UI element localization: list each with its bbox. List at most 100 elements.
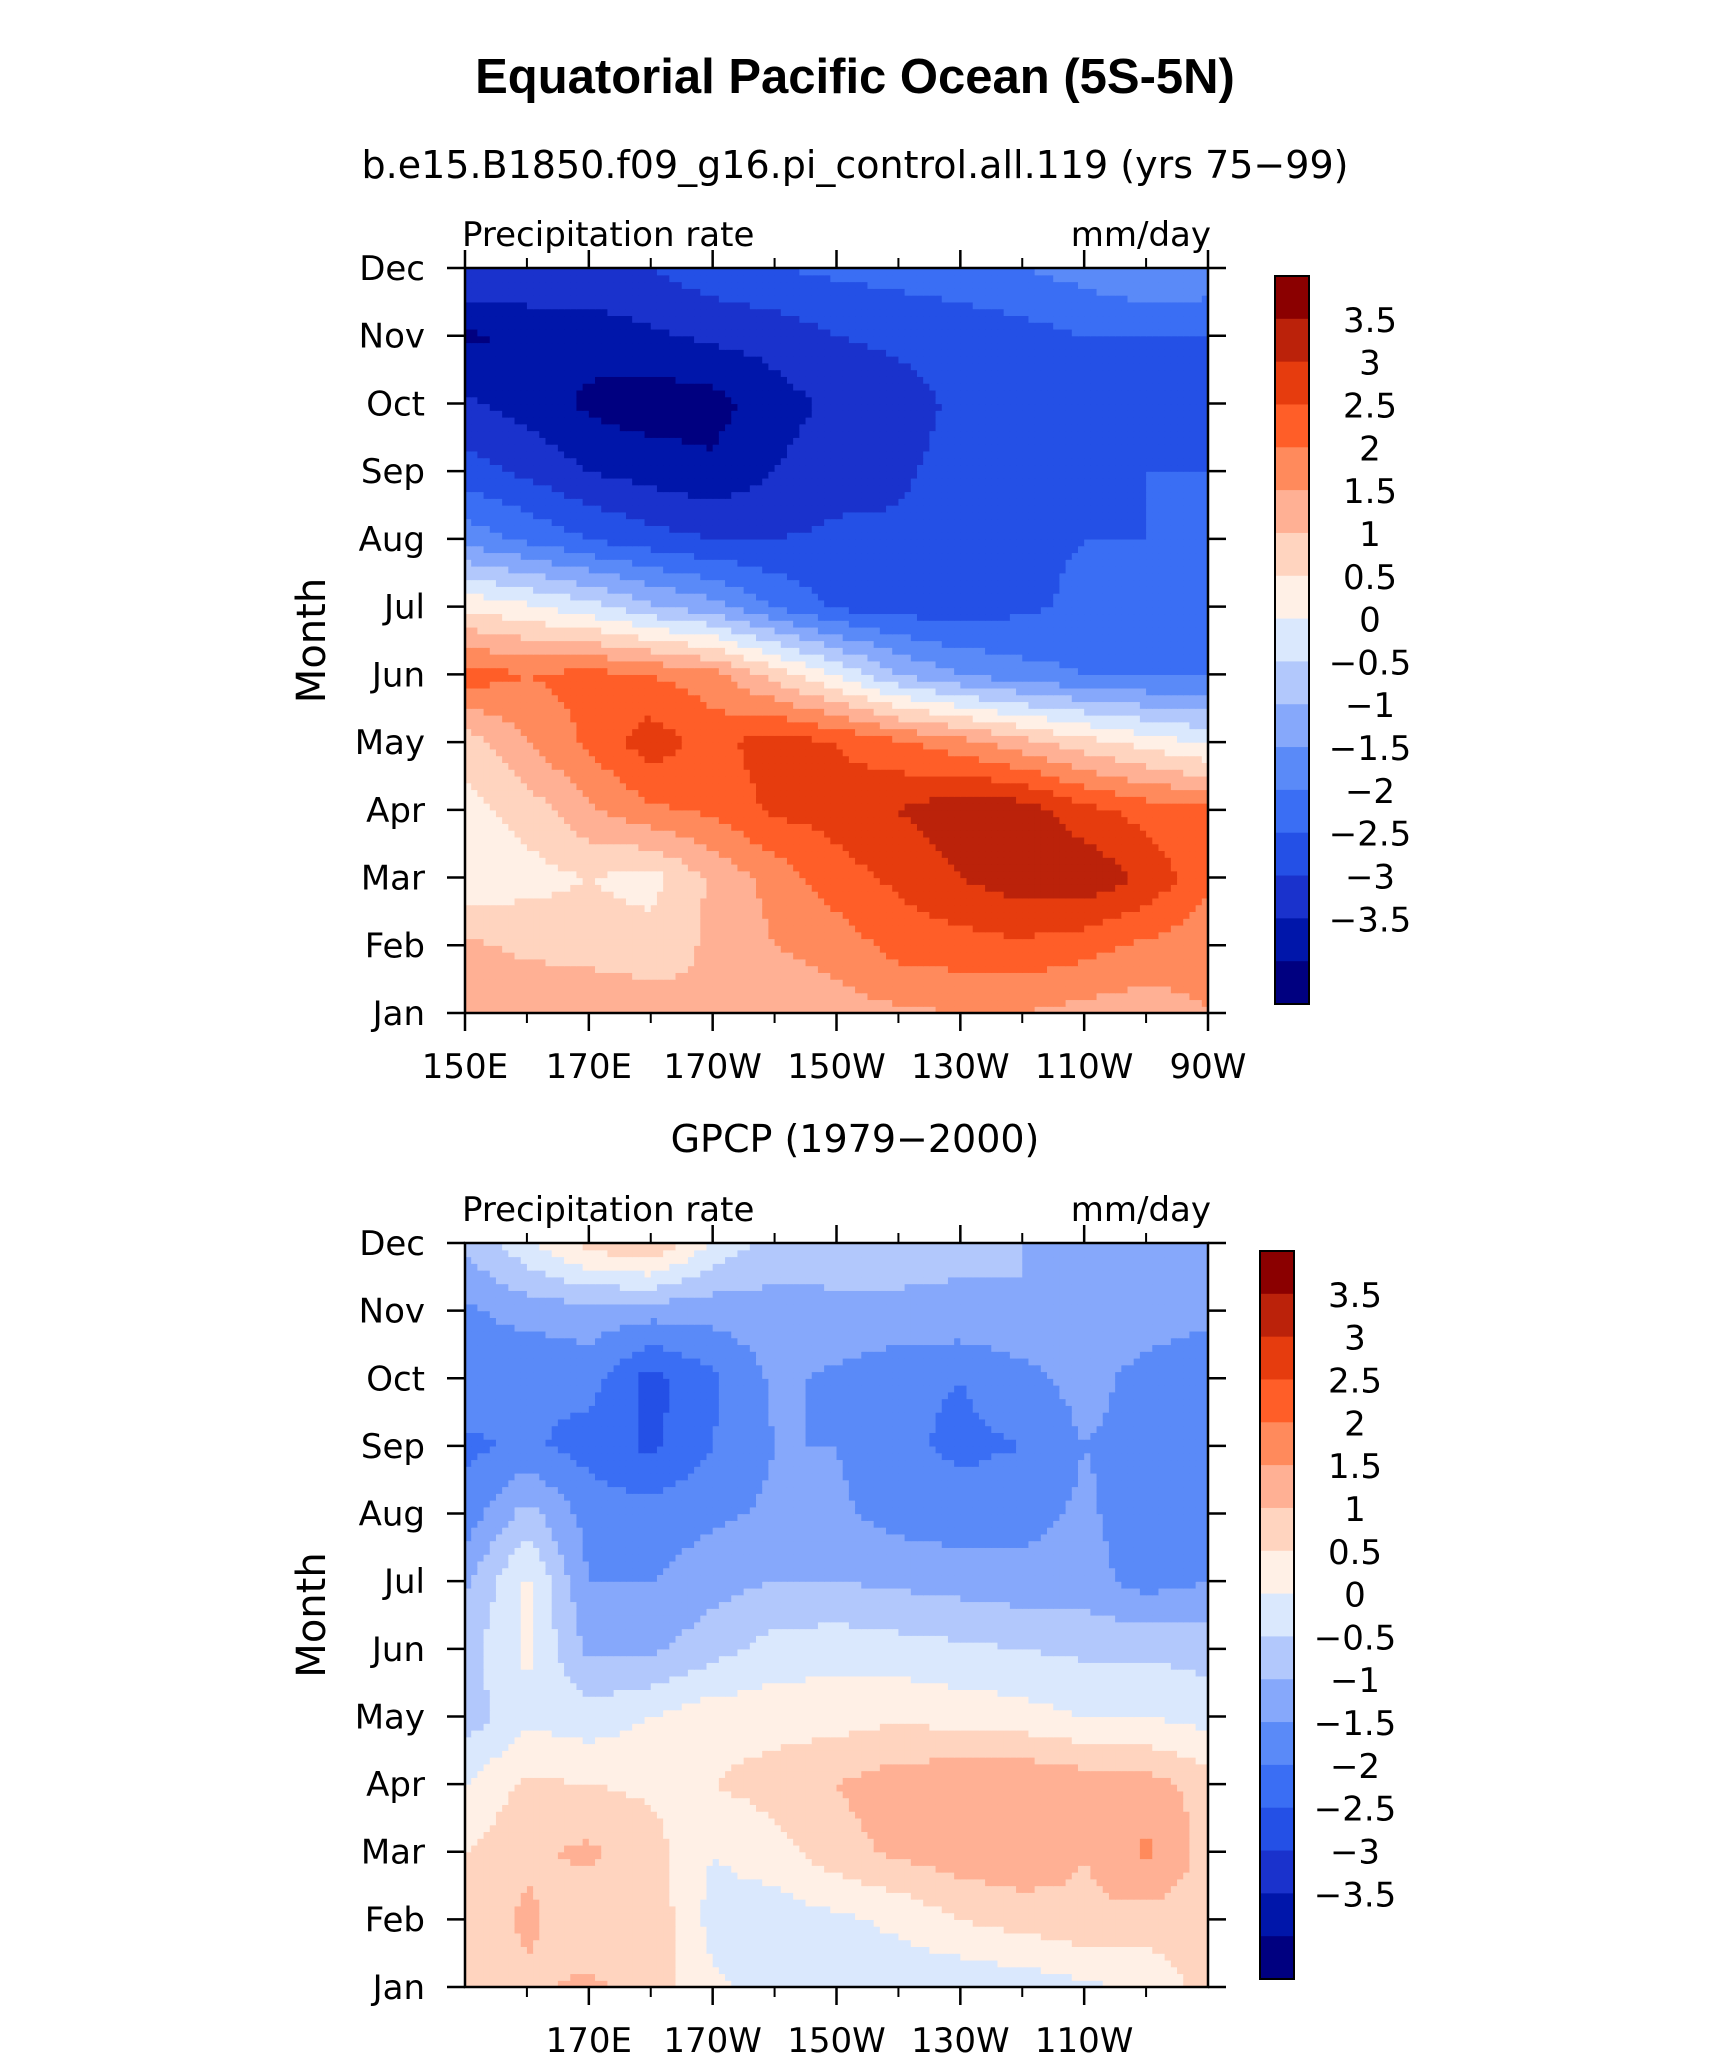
heatmap-cell	[762, 769, 769, 777]
heatmap-cell	[799, 836, 807, 845]
heatmap-cell	[675, 755, 683, 764]
heatmap-cell	[502, 911, 509, 919]
heatmap-cell	[1077, 904, 1085, 913]
heatmap-cell	[588, 877, 596, 885]
heatmap-cell	[737, 979, 745, 987]
heatmap-cell	[830, 985, 838, 994]
heatmap-cell	[681, 985, 689, 994]
heatmap-cell	[786, 992, 794, 1001]
heatmap-cell	[533, 870, 540, 879]
heatmap-cell	[873, 748, 881, 757]
heatmap-cell	[780, 803, 788, 811]
heatmap-cell	[1127, 857, 1135, 865]
heatmap-cell	[762, 843, 769, 852]
heatmap-cell	[985, 1006, 992, 1013]
heatmap-cell	[471, 945, 478, 953]
heatmap-cell	[1016, 945, 1023, 953]
heatmap-cell	[477, 857, 485, 865]
heatmap-cell	[904, 762, 912, 770]
heatmap-cell	[582, 945, 590, 953]
heatmap-cell	[489, 972, 497, 980]
heatmap-cell	[799, 1006, 807, 1013]
heatmap-cell	[520, 742, 528, 750]
heatmap-cell	[619, 992, 627, 1001]
heatmap-cell	[756, 809, 763, 818]
heatmap-cell	[997, 796, 1005, 804]
heatmap-cell	[471, 992, 478, 1001]
heatmap-cell	[650, 891, 658, 899]
heatmap-cell	[712, 918, 720, 926]
heatmap-cell	[855, 979, 862, 987]
heatmap-cell	[545, 823, 553, 831]
heatmap-cell	[545, 782, 553, 791]
heatmap-cell	[997, 864, 1005, 872]
heatmap-cell	[941, 965, 949, 973]
heatmap-cell	[520, 911, 528, 919]
heatmap-cell	[861, 735, 869, 743]
heatmap-cell	[638, 755, 646, 764]
heatmap-cell	[545, 992, 553, 1001]
heatmap-cell	[1108, 748, 1116, 757]
heatmap-cell	[780, 958, 788, 967]
heatmap-cell	[737, 803, 745, 811]
heatmap-cell	[681, 945, 689, 953]
heatmap-cell	[762, 897, 769, 906]
heatmap-cell	[786, 762, 794, 770]
heatmap-cell	[749, 945, 757, 953]
heatmap-cell	[514, 769, 522, 777]
heatmap-cell	[1170, 945, 1178, 953]
heatmap-cell	[780, 735, 788, 743]
heatmap-cell	[1139, 748, 1147, 757]
heatmap-cell	[929, 904, 937, 913]
heatmap-cell	[706, 931, 714, 940]
heatmap-cell	[520, 870, 528, 879]
heatmap-cell	[892, 857, 900, 865]
heatmap-cell	[1158, 1006, 1166, 1013]
heatmap-cell	[848, 748, 856, 757]
heatmap-cell	[650, 816, 658, 824]
heatmap-cell	[1009, 999, 1017, 1007]
heatmap-cell	[1084, 803, 1091, 811]
heatmap-cell	[1090, 945, 1098, 953]
heatmap-cell	[842, 891, 850, 899]
heatmap-cell	[1195, 958, 1203, 967]
heatmap-cell	[625, 985, 633, 994]
heatmap-cell	[595, 958, 602, 967]
heatmap-cell	[817, 789, 825, 797]
heatmap-cell	[756, 891, 763, 899]
heatmap-cell	[607, 803, 615, 811]
heatmap-cell	[1127, 931, 1135, 940]
heatmap-cell	[625, 782, 633, 791]
heatmap-cell	[780, 979, 788, 987]
heatmap-cell	[619, 924, 627, 933]
heatmap-cell	[1146, 999, 1153, 1007]
heatmap-cell	[570, 728, 578, 736]
heatmap-cell	[1115, 789, 1122, 797]
heatmap-cell	[1065, 823, 1073, 831]
heatmap-cell	[545, 945, 553, 953]
heatmap-cell	[842, 857, 850, 865]
heatmap-cell	[539, 891, 547, 899]
heatmap-cell	[1195, 850, 1203, 858]
heatmap-cell	[588, 972, 596, 980]
heatmap-cell	[595, 965, 602, 973]
heatmap-cell	[613, 884, 621, 892]
heatmap-cell	[687, 769, 695, 777]
heatmap-cell	[1084, 931, 1091, 940]
heatmap-cell	[570, 789, 578, 797]
heatmap-cell	[886, 999, 893, 1007]
heatmap-cell	[985, 945, 992, 953]
heatmap-cell	[539, 938, 547, 946]
heatmap-cell	[508, 884, 516, 892]
heatmap-cell	[1108, 904, 1116, 913]
heatmap-cell	[1022, 931, 1030, 940]
heatmap-cell	[1102, 999, 1110, 1007]
heatmap-cell	[786, 958, 794, 967]
heatmap-cell	[855, 836, 862, 845]
heatmap-cell	[1158, 755, 1166, 764]
heatmap-cell	[1028, 836, 1036, 845]
heatmap-cell	[1071, 735, 1079, 743]
heatmap-cell	[910, 924, 918, 933]
heatmap-cell	[570, 979, 578, 987]
heatmap-cell	[694, 891, 701, 899]
